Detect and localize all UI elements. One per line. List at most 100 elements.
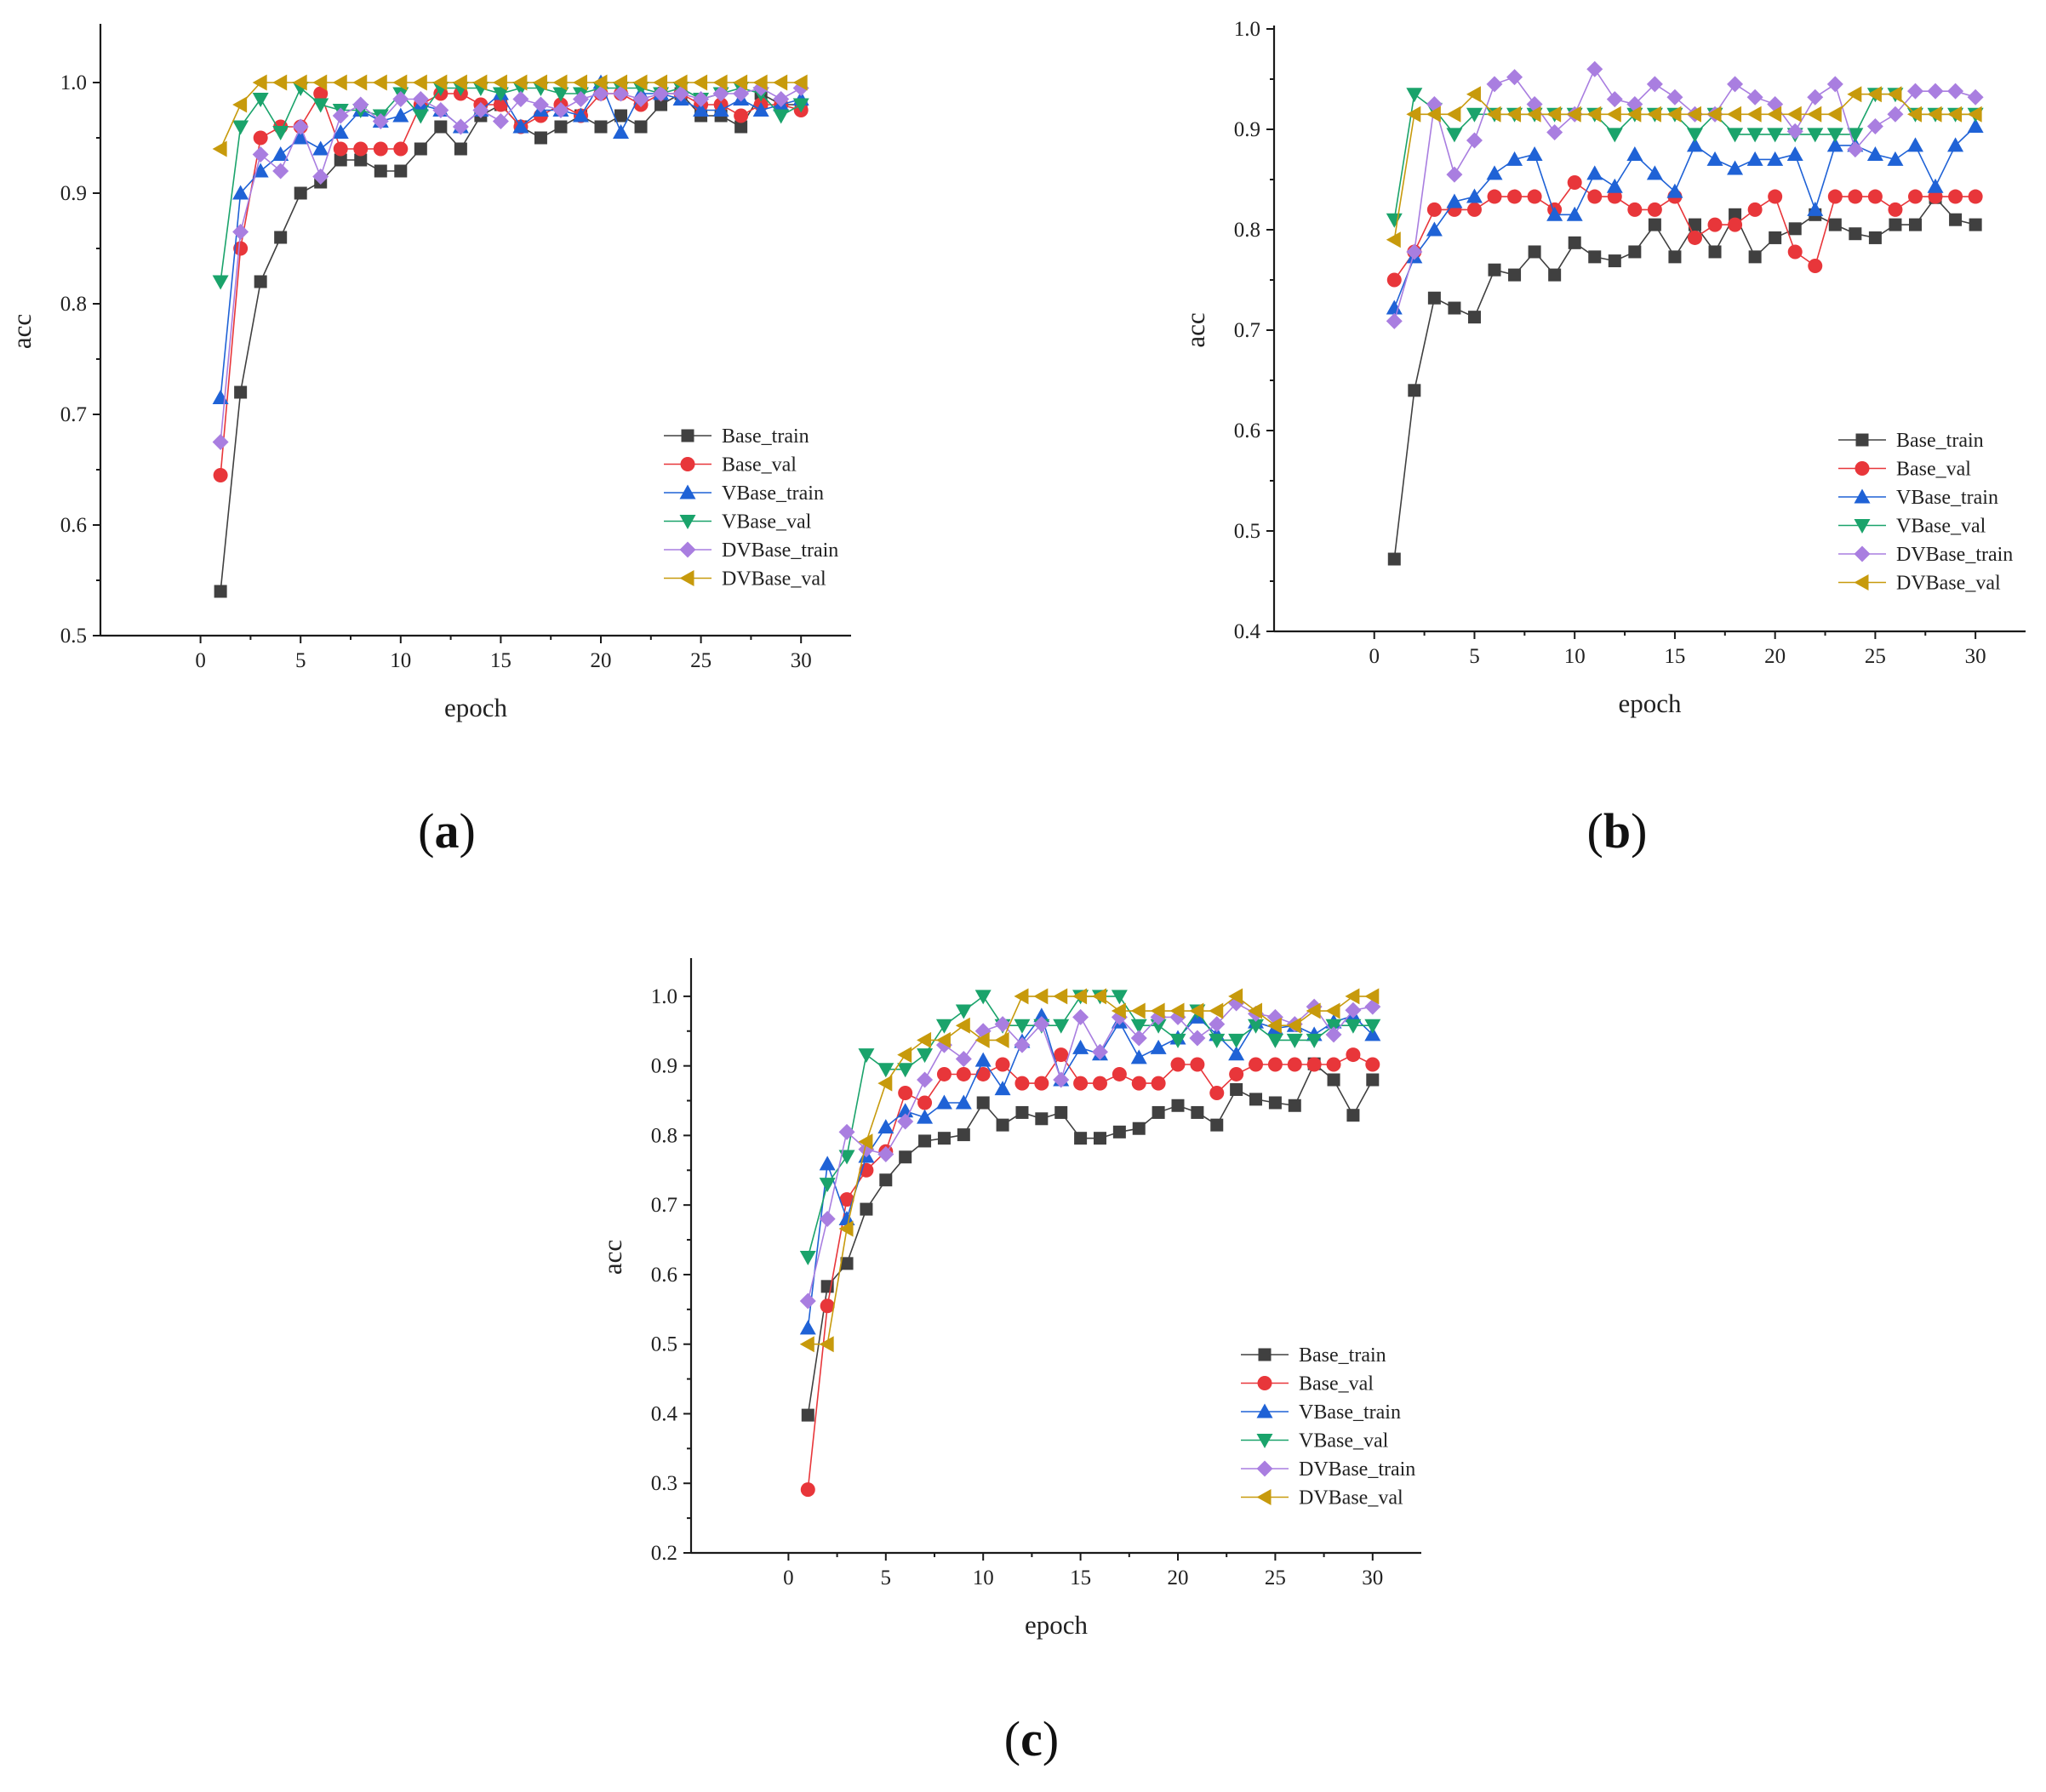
y-tick-label: 0.3 bbox=[651, 1472, 677, 1495]
data-point bbox=[614, 109, 628, 123]
data-point bbox=[1826, 106, 1842, 123]
data-point bbox=[1787, 244, 1803, 260]
data-point bbox=[1228, 1046, 1245, 1061]
data-point bbox=[1967, 117, 1984, 133]
data-point bbox=[712, 74, 728, 91]
data-point bbox=[1467, 311, 1481, 324]
y-axis-title: acc bbox=[7, 314, 37, 349]
y-tick-label: 0.9 bbox=[60, 182, 87, 205]
data-point bbox=[1189, 1002, 1204, 1019]
data-point bbox=[472, 102, 489, 118]
data-point bbox=[1033, 1016, 1050, 1033]
y-tick-label: 0.9 bbox=[1234, 118, 1260, 141]
data-point bbox=[452, 118, 469, 135]
data-point bbox=[613, 85, 630, 102]
data-point bbox=[1866, 146, 1883, 161]
y-tick-label: 1.0 bbox=[1234, 18, 1260, 41]
x-tick-label: 20 bbox=[591, 649, 612, 672]
data-point bbox=[493, 97, 508, 112]
data-point bbox=[1927, 106, 1942, 123]
data-point bbox=[1150, 1019, 1167, 1034]
data-point bbox=[1365, 1057, 1380, 1072]
data-point bbox=[512, 74, 528, 91]
data-point bbox=[1209, 1016, 1226, 1033]
data-point bbox=[1112, 1066, 1127, 1081]
data-point bbox=[632, 91, 649, 107]
data-point bbox=[937, 1132, 951, 1145]
data-point bbox=[733, 85, 750, 102]
data-point bbox=[392, 107, 409, 123]
data-point bbox=[512, 91, 529, 107]
data-point bbox=[1767, 128, 1784, 143]
data-point bbox=[1486, 76, 1503, 93]
data-point bbox=[312, 168, 329, 185]
data-point bbox=[1947, 106, 1963, 123]
data-point bbox=[1889, 218, 1902, 231]
data-point bbox=[1606, 128, 1623, 143]
x-tick-label: 30 bbox=[791, 649, 812, 672]
data-point bbox=[1190, 1057, 1205, 1072]
data-point bbox=[1033, 988, 1049, 1005]
data-point bbox=[1747, 202, 1763, 217]
data-point bbox=[819, 1178, 836, 1193]
legend-swatch-marker bbox=[1256, 1460, 1273, 1477]
data-point bbox=[272, 163, 289, 180]
data-point bbox=[592, 85, 609, 102]
data-point bbox=[312, 98, 329, 113]
data-point bbox=[1968, 189, 1983, 204]
data-point bbox=[1327, 1073, 1340, 1087]
data-point bbox=[492, 113, 509, 129]
data-point bbox=[1072, 988, 1088, 1005]
data-point bbox=[752, 74, 768, 91]
legend-label: Base_val bbox=[1896, 459, 1971, 481]
data-point bbox=[1446, 193, 1463, 208]
data-point bbox=[1729, 208, 1742, 221]
data-point bbox=[412, 74, 427, 91]
data-point bbox=[234, 385, 248, 399]
data-point bbox=[1072, 1008, 1089, 1025]
data-point bbox=[392, 74, 408, 91]
x-tick-label: 5 bbox=[881, 1567, 892, 1589]
data-point bbox=[819, 1156, 836, 1171]
data-point bbox=[1868, 231, 1882, 244]
panel-label-c-open: ( bbox=[1004, 1711, 1020, 1766]
data-point bbox=[332, 124, 349, 139]
data-point bbox=[917, 1048, 934, 1064]
data-point bbox=[1191, 1105, 1204, 1119]
data-point bbox=[1526, 146, 1543, 161]
data-point bbox=[1767, 106, 1782, 123]
x-tick-label: 30 bbox=[1362, 1567, 1383, 1589]
data-point bbox=[1034, 1076, 1049, 1091]
data-point bbox=[1627, 202, 1643, 217]
data-point bbox=[1948, 189, 1963, 204]
data-point bbox=[879, 1173, 893, 1187]
data-point bbox=[393, 141, 409, 157]
data-point bbox=[1053, 988, 1068, 1005]
data-point bbox=[858, 1133, 873, 1150]
data-point bbox=[994, 1081, 1011, 1096]
data-point bbox=[955, 1004, 972, 1019]
data-point bbox=[1386, 272, 1402, 288]
data-point bbox=[1386, 300, 1403, 315]
data-point bbox=[1727, 106, 1742, 123]
data-point bbox=[1092, 1076, 1107, 1091]
data-point bbox=[1588, 250, 1602, 264]
data-point bbox=[956, 1066, 971, 1081]
data-point bbox=[1386, 312, 1403, 329]
data-point bbox=[897, 1047, 912, 1064]
data-point bbox=[1807, 106, 1822, 123]
x-tick-label: 0 bbox=[1369, 645, 1380, 668]
data-point bbox=[1507, 189, 1523, 204]
data-point bbox=[1967, 88, 1984, 106]
legend-label: VBase_val bbox=[1299, 1430, 1389, 1452]
data-point bbox=[799, 1336, 814, 1353]
data-point bbox=[935, 1031, 951, 1048]
series-DVBase_val bbox=[1386, 86, 1982, 248]
series-Base_val bbox=[800, 1047, 1380, 1498]
data-point bbox=[1888, 202, 1903, 217]
data-point bbox=[672, 74, 688, 91]
legend: Base_train Base_val VBase_train VBase_val DV… bbox=[1838, 430, 2013, 595]
panel-label-b-open: ( bbox=[1587, 803, 1603, 859]
data-point bbox=[252, 163, 269, 178]
data-point bbox=[1486, 165, 1503, 180]
